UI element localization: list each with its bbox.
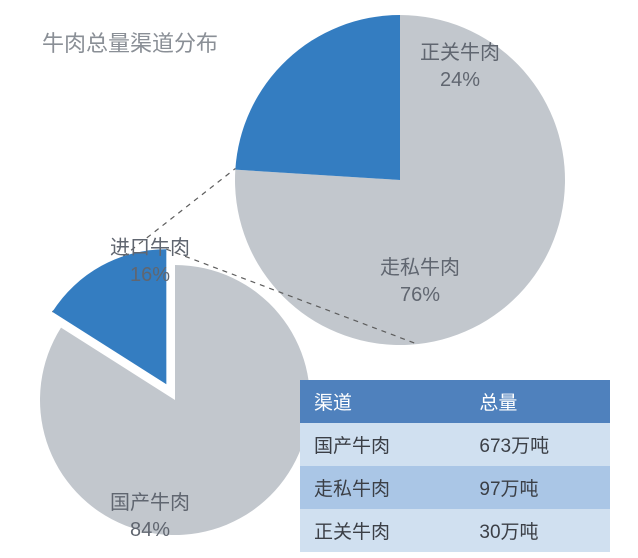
slice-label-name: 正关牛肉 [420,42,500,64]
slice-label: 进口牛肉 16% [110,235,190,289]
slice-label: 国产牛肉 84% [110,490,190,544]
table-header-cell: 总量 [465,380,610,423]
table-row: 正关牛肉30万吨 [300,509,610,552]
slice-label: 正关牛肉 24% [420,40,500,94]
slice-label-pct: 84% [110,517,190,544]
slice-label-name: 走私牛肉 [380,257,460,279]
data-table: 渠道总量 国产牛肉673万吨走私牛肉97万吨正关牛肉30万吨 [300,380,610,552]
table-cell: 97万吨 [465,466,610,509]
slice-label-pct: 76% [380,282,460,309]
slice-label-name: 国产牛肉 [110,492,190,514]
slice-label-pct: 16% [110,262,190,289]
table-header-row: 渠道总量 [300,380,610,423]
table-body: 国产牛肉673万吨走私牛肉97万吨正关牛肉30万吨 [300,423,610,552]
table-cell: 正关牛肉 [300,509,465,552]
table-cell: 30万吨 [465,509,610,552]
table-cell: 国产牛肉 [300,423,465,466]
table-row: 走私牛肉97万吨 [300,466,610,509]
slice-label-name: 进口牛肉 [110,237,190,259]
chart-canvas: 牛肉总量渠道分布 国产牛肉84%进口牛肉16%走私牛肉76%正关牛肉24% 渠道… [0,0,638,558]
table-cell: 673万吨 [465,423,610,466]
slice-label: 走私牛肉 76% [380,255,460,309]
table-row: 国产牛肉673万吨 [300,423,610,466]
slice-label-pct: 24% [420,67,500,94]
table-header-cell: 渠道 [300,380,465,423]
table-cell: 走私牛肉 [300,466,465,509]
